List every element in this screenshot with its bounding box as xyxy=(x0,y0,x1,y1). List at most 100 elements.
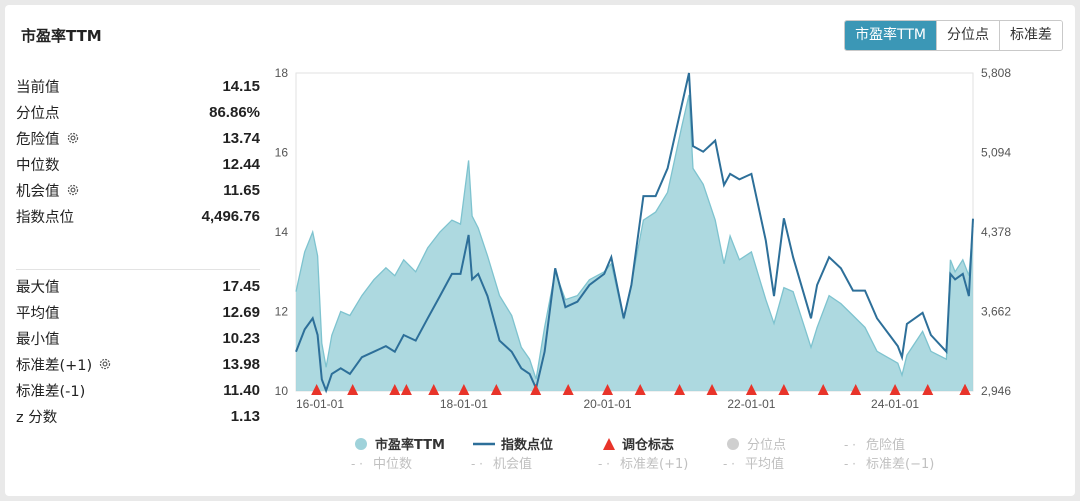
legend-item-4: 危险值 xyxy=(866,437,905,453)
tab-percentile[interactable]: 分位点 xyxy=(936,21,999,50)
y-left-tick-label: 10 xyxy=(275,384,289,398)
stat-label: 中位数 xyxy=(16,157,60,174)
rebalance-marker xyxy=(817,384,829,395)
rebalance-marker xyxy=(602,384,614,395)
legend-item-6: 机会值 xyxy=(493,456,532,472)
legend-item-2: 调仓标志 xyxy=(622,437,674,453)
stat-value: 11.65 xyxy=(223,181,260,199)
pe-card: 市盈率TTM 市盈率TTM 分位点 标准差 当前值 14.15 分位点 86.8… xyxy=(5,5,1075,496)
stat-label: 标准差(+1) xyxy=(16,357,93,374)
stat-label: 标准差(-1) xyxy=(16,383,86,400)
rebalance-marker xyxy=(778,384,790,395)
stat-label: z 分数 xyxy=(16,409,58,426)
stat-value: 86.86% xyxy=(209,103,260,121)
rebalance-marker xyxy=(400,384,412,395)
stat-row-percentile: 分位点 86.86% xyxy=(16,99,260,125)
legend-symbol-triangle xyxy=(603,438,615,450)
legend-symbol-dash: - · xyxy=(723,457,735,471)
y-right-tick-label: 3,662 xyxy=(981,304,1011,318)
stat-row-max: 最大值 17.45 xyxy=(16,273,260,299)
legend-item-0: 市盈率TTM xyxy=(375,437,445,453)
rebalance-marker xyxy=(347,384,359,395)
stat-row-std-plus: 标准差(+1) 13.98 xyxy=(16,351,260,377)
series-area-pe-ttm xyxy=(296,94,973,392)
stat-label: 当前值 xyxy=(16,79,60,96)
stat-value: 13.98 xyxy=(222,355,260,373)
y-right-tick-label: 5,808 xyxy=(981,66,1011,80)
y-left-tick-label: 18 xyxy=(275,66,289,80)
gear-icon[interactable] xyxy=(66,183,80,197)
stat-value: 12.69 xyxy=(222,303,260,321)
legend-item-7: 标准差(+1) xyxy=(620,457,688,472)
y-left-tick-label: 16 xyxy=(275,146,289,160)
view-tabs: 市盈率TTM 分位点 标准差 xyxy=(844,20,1063,51)
rebalance-marker xyxy=(490,384,502,395)
rebalance-marker xyxy=(530,384,542,395)
series-line-pe-ttm xyxy=(295,94,974,380)
page-title: 市盈率TTM xyxy=(21,27,102,45)
stat-value: 13.74 xyxy=(222,129,260,147)
legend-symbol-circle xyxy=(727,438,739,450)
stat-value: 4,496.76 xyxy=(201,207,260,225)
stat-label: 平均值 xyxy=(16,305,60,322)
stat-row-std-minus: 标准差(-1) 11.40 xyxy=(16,377,260,403)
legend-item-8: 平均值 xyxy=(745,456,784,472)
legend-item-1: 指数点位 xyxy=(501,437,553,453)
stat-value: 1.13 xyxy=(230,407,260,425)
legend-item-3: 分位点 xyxy=(747,438,786,453)
stat-label: 最大值 xyxy=(16,279,60,296)
rebalance-marker xyxy=(922,384,934,395)
y-left-tick-label: 14 xyxy=(275,225,289,239)
rebalance-marker xyxy=(458,384,470,395)
y-right-tick-label: 4,378 xyxy=(981,225,1011,239)
stat-label: 机会值 xyxy=(16,183,60,200)
rebalance-marker xyxy=(634,384,646,395)
rebalance-marker xyxy=(428,384,440,395)
stat-value: 10.23 xyxy=(222,329,260,347)
legend-item-9: 标准差(−1) xyxy=(866,457,934,472)
tab-std-dev[interactable]: 标准差 xyxy=(999,21,1062,50)
rebalance-marker xyxy=(311,384,323,395)
pe-chart: 10 12 14 16 18 2,946 3,662 4,378 5,094 5,808 16-01… xyxy=(275,66,1012,472)
stats-panel-bottom: 最大值 17.45 平均值 12.69 最小值 10.23 标准差(+1) 13… xyxy=(16,269,260,429)
stat-value: 14.15 xyxy=(222,77,260,95)
x-tick-label: 20-01-01 xyxy=(584,397,632,411)
rebalance-marker xyxy=(389,384,401,395)
rebalance-marker xyxy=(562,384,574,395)
rebalance-marker xyxy=(889,384,901,395)
legend-symbol-dash: - · xyxy=(471,457,483,471)
stat-label: 最小值 xyxy=(16,331,60,348)
gear-icon[interactable] xyxy=(98,357,112,371)
y-right-tick-label: 2,946 xyxy=(981,384,1011,398)
rebalance-marker xyxy=(959,384,971,395)
stat-label-wrap: 标准差(+1) xyxy=(16,354,112,375)
legend-symbol-dash: - · xyxy=(351,457,363,471)
legend-symbol-dash: - · xyxy=(844,457,856,471)
stats-panel-top: 当前值 14.15 分位点 86.86% 危险值 13.74 中位数 12.44… xyxy=(16,73,260,229)
legend-symbol-dash: - · xyxy=(598,457,610,471)
stat-label: 指数点位 xyxy=(16,209,74,226)
stat-value: 11.40 xyxy=(223,381,260,399)
stat-row-index: 指数点位 4,496.76 xyxy=(16,203,260,229)
stat-value: 17.45 xyxy=(222,277,260,295)
rebalance-marker xyxy=(850,384,862,395)
x-tick-label: 22-01-01 xyxy=(727,397,775,411)
legend-symbol-dash: - · xyxy=(844,438,856,452)
stat-row-current: 当前值 14.15 xyxy=(16,73,260,99)
legend-symbol-circle xyxy=(355,438,367,450)
rebalance-marker xyxy=(706,384,718,395)
rebalance-marker xyxy=(674,384,686,395)
series-line-index xyxy=(295,72,974,394)
stat-row-min: 最小值 10.23 xyxy=(16,325,260,351)
stat-row-opportunity: 机会值 11.65 xyxy=(16,177,260,203)
stat-row-mean: 平均值 12.69 xyxy=(16,299,260,325)
gear-icon[interactable] xyxy=(66,131,80,145)
rebalance-marker xyxy=(745,384,757,395)
x-tick-label: 16-01-01 xyxy=(296,397,344,411)
x-tick-label: 18-01-01 xyxy=(440,397,488,411)
tab-pe-ttm[interactable]: 市盈率TTM xyxy=(845,21,936,50)
y-left-tick-label: 12 xyxy=(275,305,289,319)
x-tick-label: 24-01-01 xyxy=(871,397,919,411)
stat-label-wrap: 机会值 xyxy=(16,180,80,201)
legend-item-5: 中位数 xyxy=(373,457,412,472)
